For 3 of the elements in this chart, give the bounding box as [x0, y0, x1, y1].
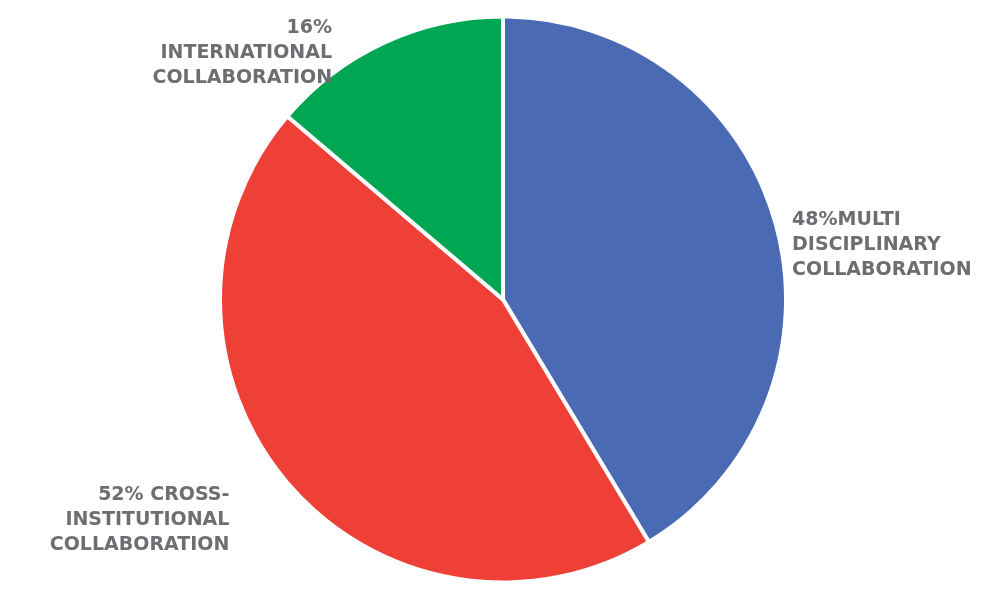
slice-label: 16% INTERNATIONAL COLLABORATION: [152, 15, 333, 88]
slice-label: 52% CROSS- INSTITUTIONAL COLLABORATION: [49, 481, 230, 554]
slice-label: 48%MULTI DISCIPLINARY COLLABORATION: [792, 207, 972, 280]
